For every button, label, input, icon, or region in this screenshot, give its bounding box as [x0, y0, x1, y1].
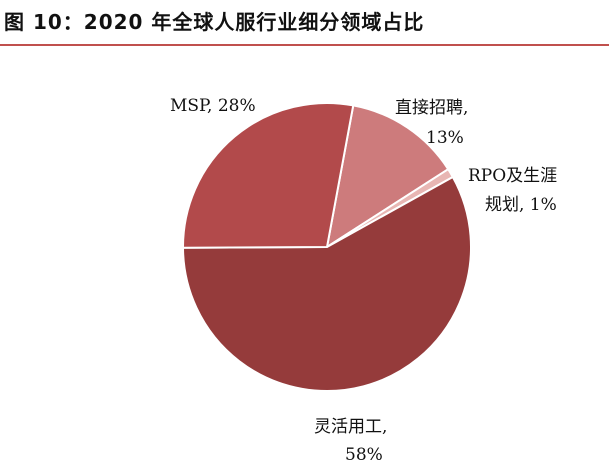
figure-title: 图 10：2020 年全球人服行业细分领域占比	[4, 10, 425, 34]
label-direct-recruitment-value: 13%	[426, 128, 464, 148]
label-rpo-name: RPO及生涯	[468, 166, 557, 186]
pie-slice-0	[326, 104, 450, 248]
label-direct-recruitment-name: 直接招聘,	[395, 98, 468, 118]
pie-slice-3	[181, 102, 355, 249]
label-rpo-value: 规划, 1%	[485, 195, 557, 215]
label-flexible-staffing-name: 灵活用工,	[314, 417, 387, 437]
label-msp: MSP, 28%	[170, 96, 256, 116]
pie-slice-2	[182, 175, 472, 392]
label-flexible-staffing-value: 58%	[345, 445, 383, 465]
title-rule	[0, 44, 609, 46]
